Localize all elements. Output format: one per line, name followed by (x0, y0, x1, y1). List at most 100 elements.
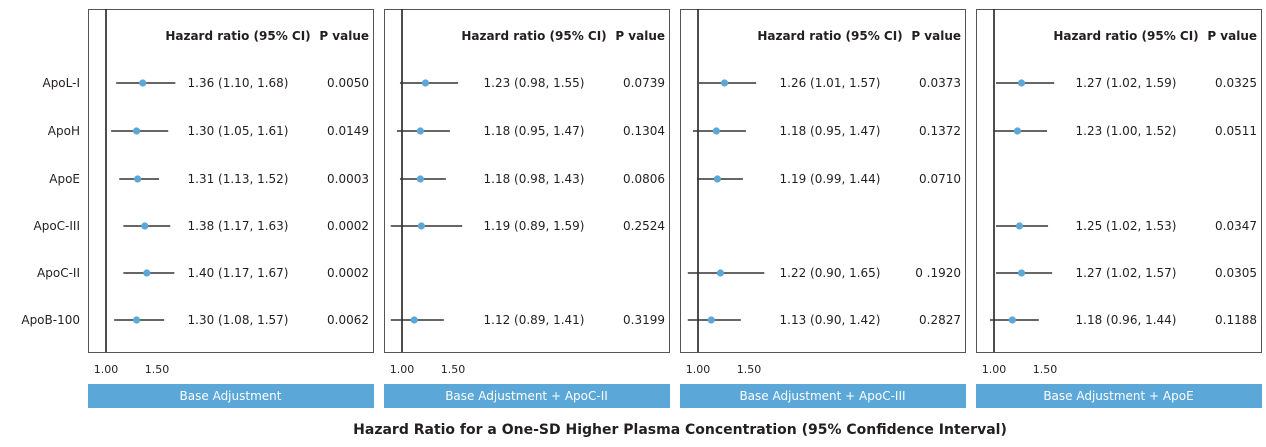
p-value-apoe: 0.0710 (919, 172, 961, 186)
panel-label-4: Base Adjustment + ApoE (1043, 389, 1193, 403)
p-value-apoc-ii: 0.0305 (1215, 266, 1257, 280)
hr-point-apoc-iii (417, 222, 425, 230)
hr-point-apoc-ii (143, 269, 151, 277)
hr-point-apob-100 (133, 316, 141, 324)
p-value-apol-i: 0.0325 (1215, 76, 1257, 90)
hr-point-apob-100 (1008, 316, 1016, 324)
hr-text-apoe: 1.18 (0.98, 1.43) (484, 172, 585, 186)
hr-text-apoh: 1.18 (0.95, 1.47) (484, 124, 585, 138)
hr-point-apoc-iii (141, 222, 149, 230)
x-tick-label: 1.50 (145, 363, 170, 376)
header-p-value: P value (319, 29, 369, 43)
panel-frame-2 (384, 9, 670, 353)
hr-text-apoh: 1.18 (0.95, 1.47) (780, 124, 881, 138)
hr-point-apol-i (720, 79, 729, 87)
p-value-apoe: 0.0806 (623, 172, 665, 186)
hr-point-apol-i (421, 79, 430, 87)
x-tick-label: 1.50 (1033, 363, 1058, 376)
header-p-value: P value (1207, 29, 1257, 43)
row-label-apol-i: ApoL-I (42, 76, 80, 90)
hr-text-apol-i: 1.36 (1.10, 1.68) (188, 76, 289, 90)
p-value-apoc-ii: 0 .1920 (915, 266, 961, 280)
p-value-apob-100: 0.0062 (327, 313, 369, 327)
hr-point-apoc-iii (1015, 222, 1024, 230)
panel-label-2: Base Adjustment + ApoC-II (445, 389, 608, 403)
x-tick-label: 1.00 (686, 363, 711, 376)
hr-point-apoc-ii (716, 269, 725, 277)
row-label-apoc-ii: ApoC-II (37, 266, 80, 280)
panel-frame-3 (680, 9, 966, 353)
x-tick-label: 1.50 (737, 363, 762, 376)
p-value-apoh: 0.1304 (623, 124, 665, 138)
header-hazard-ratio: Hazard ratio (95% CI) (461, 29, 606, 43)
hr-text-apob-100: 1.12 (0.89, 1.41) (484, 313, 585, 327)
p-value-apoh: 0.1372 (919, 124, 961, 138)
p-value-apob-100: 0.2827 (919, 313, 961, 327)
hr-point-apoh (712, 127, 720, 135)
hr-text-apoh: 1.30 (1.05, 1.61) (188, 124, 289, 138)
hr-text-apoe: 1.19 (0.99, 1.44) (780, 172, 881, 186)
p-value-apob-100: 0.1188 (1215, 313, 1257, 327)
hr-point-apol-i (139, 79, 147, 87)
hr-point-apob-100 (410, 316, 418, 324)
row-label-apoh: ApoH (48, 124, 80, 138)
row-label-apob-100: ApoB-100 (21, 313, 80, 327)
hr-point-apoe (713, 175, 721, 183)
x-tick-label: 1.50 (441, 363, 466, 376)
x-tick-label: 1.00 (94, 363, 119, 376)
p-value-apoc-iii: 0.0347 (1215, 219, 1257, 233)
figure-footer-title: Hazard Ratio for a One-SD Higher Plasma … (353, 422, 1007, 438)
row-label-apoc-iii: ApoC-III (34, 219, 81, 233)
p-value-apol-i: 0.0373 (919, 76, 961, 90)
hr-point-apoh (416, 127, 424, 135)
header-p-value: P value (615, 29, 665, 43)
p-value-apob-100: 0.3199 (623, 313, 665, 327)
p-value-apol-i: 0.0739 (623, 76, 665, 90)
hr-text-apol-i: 1.27 (1.02, 1.59) (1076, 76, 1177, 90)
hr-text-apob-100: 1.30 (1.08, 1.57) (188, 313, 289, 327)
p-value-apoh: 0.0149 (327, 124, 369, 138)
hr-text-apob-100: 1.13 (0.90, 1.42) (780, 313, 881, 327)
hr-text-apoc-ii: 1.22 (0.90, 1.65) (780, 266, 881, 280)
hr-text-apob-100: 1.18 (0.96, 1.44) (1076, 313, 1177, 327)
panel-label-bar-3 (680, 384, 966, 408)
p-value-apol-i: 0.0050 (327, 76, 369, 90)
hr-text-apoc-iii: 1.25 (1.02, 1.53) (1076, 219, 1177, 233)
hr-text-apoc-ii: 1.40 (1.17, 1.67) (188, 266, 289, 280)
panel-frame-4 (976, 9, 1262, 353)
panel-label-bar-4 (976, 384, 1262, 408)
hr-text-apoc-iii: 1.19 (0.89, 1.59) (484, 219, 585, 233)
header-hazard-ratio: Hazard ratio (95% CI) (757, 29, 902, 43)
hr-text-apol-i: 1.26 (1.01, 1.57) (780, 76, 881, 90)
hr-point-apob-100 (707, 316, 715, 324)
hr-point-apoc-ii (1017, 269, 1026, 277)
hr-text-apoc-ii: 1.27 (1.02, 1.57) (1076, 266, 1177, 280)
hr-point-apoh (133, 127, 141, 135)
header-p-value: P value (911, 29, 961, 43)
hr-point-apoh (1013, 127, 1022, 135)
hr-point-apoe (416, 175, 424, 183)
p-value-apoh: 0.0511 (1215, 124, 1257, 138)
header-hazard-ratio: Hazard ratio (95% CI) (165, 29, 310, 43)
header-hazard-ratio: Hazard ratio (95% CI) (1053, 29, 1198, 43)
hr-point-apoe (134, 175, 142, 183)
panel-label-1: Base Adjustment (180, 389, 282, 403)
hr-text-apol-i: 1.23 (0.98, 1.55) (484, 76, 585, 90)
hr-text-apoe: 1.31 (1.13, 1.52) (188, 172, 289, 186)
hr-text-apoh: 1.23 (1.00, 1.52) (1076, 124, 1177, 138)
hr-point-apol-i (1017, 79, 1026, 87)
x-tick-label: 1.00 (390, 363, 415, 376)
panel-frame-1 (88, 9, 374, 353)
panel-label-bar-1 (88, 384, 374, 408)
panel-label-3: Base Adjustment + ApoC-III (739, 389, 905, 403)
x-tick-label: 1.00 (982, 363, 1007, 376)
panel-label-bar-2 (384, 384, 670, 408)
p-value-apoc-iii: 0.2524 (623, 219, 665, 233)
row-label-apoe: ApoE (49, 172, 80, 186)
hr-text-apoc-iii: 1.38 (1.17, 1.63) (188, 219, 289, 233)
p-value-apoc-iii: 0.0002 (327, 219, 369, 233)
p-value-apoe: 0.0003 (327, 172, 369, 186)
p-value-apoc-ii: 0.0002 (327, 266, 369, 280)
